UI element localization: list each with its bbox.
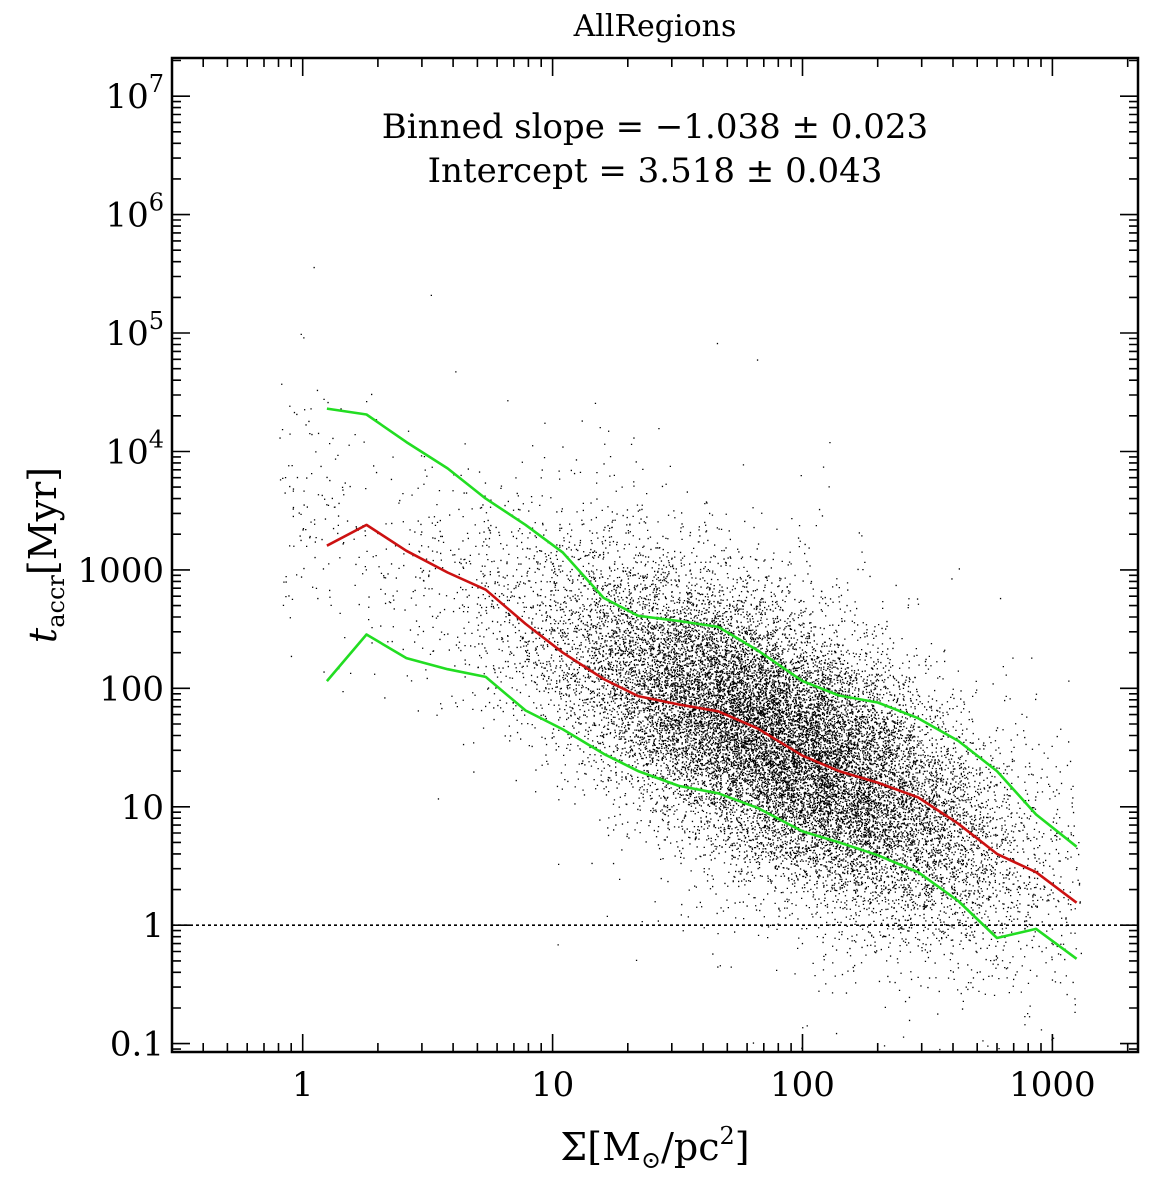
series-lower-line — [325, 633, 1078, 960]
tick-labels-layer: 1 10 100 1000 0.1 1 10 100 1000 104 105 106 107 — [77, 70, 1095, 1105]
x-tick-label: 10 — [531, 1065, 574, 1105]
axis-ticks — [171, 58, 1138, 1052]
y-tick-label: 1000 — [77, 551, 164, 591]
x-tick-label: 1 — [292, 1065, 314, 1105]
y-axis-label: taccr[Myr] — [21, 467, 70, 643]
series-median-line — [326, 523, 1078, 904]
svg-text:taccr[Myr]: taccr[Myr] — [21, 467, 70, 643]
x-tick-label: 100 — [770, 1065, 835, 1105]
chart-title: AllRegions — [573, 9, 737, 44]
x-tick-label: 1000 — [1009, 1065, 1096, 1105]
plot-frame — [170, 56, 1140, 1054]
ticks-layer — [171, 58, 1138, 1052]
y-tick-label: 105 — [105, 307, 164, 354]
series-layer — [325, 407, 1078, 960]
y-tick-label: 10 — [121, 788, 164, 828]
y-tick-label: 106 — [105, 189, 164, 236]
y-tick-label: 100 — [99, 669, 164, 709]
annotation-slope: Binned slope = −1.038 ± 0.023 — [382, 107, 928, 147]
y-tick-label: 107 — [105, 70, 164, 117]
y-tick-label: 1 — [142, 906, 164, 946]
series-upper-line — [326, 407, 1078, 848]
x-axis-label: Σ[M⊙/pc2] — [560, 1122, 749, 1174]
annotation-intercept: Intercept = 3.518 ± 0.043 — [428, 151, 883, 191]
y-tick-label: 0.1 — [110, 1025, 164, 1065]
y-tick-label: 104 — [105, 425, 164, 472]
